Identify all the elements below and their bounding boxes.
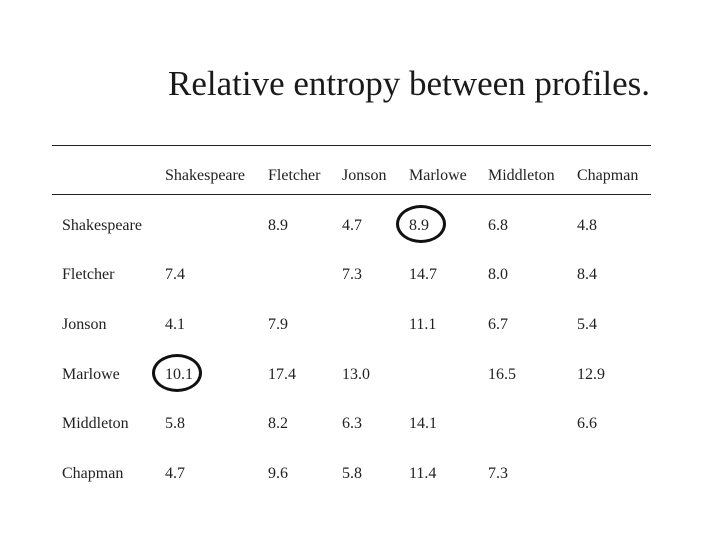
slide-title: Relative entropy between profiles. <box>168 64 651 103</box>
row-header: Fletcher <box>62 266 115 283</box>
highlight-circle <box>152 354 202 392</box>
table-cell: 4.1 <box>165 316 185 333</box>
table-top-rule <box>52 145 651 146</box>
column-header: Marlowe <box>409 167 467 184</box>
table-cell: 7.9 <box>268 316 288 333</box>
table-cell: 5.8 <box>165 415 185 432</box>
highlight-circle <box>396 205 446 243</box>
table-cell: 9.6 <box>268 465 288 482</box>
table-cell: 13.0 <box>342 366 370 383</box>
table-cell: 4.8 <box>577 217 597 234</box>
row-header: Jonson <box>62 316 107 333</box>
table-cell: 8.0 <box>488 266 508 283</box>
table-header-rule <box>52 194 651 195</box>
column-header: Chapman <box>577 167 639 184</box>
table-cell: 11.1 <box>409 316 437 333</box>
table-cell: 12.9 <box>577 366 605 383</box>
column-header: Fletcher <box>268 167 321 184</box>
column-header: Shakespeare <box>165 167 245 184</box>
table-cell: 16.5 <box>488 366 516 383</box>
table-cell: 14.7 <box>409 266 437 283</box>
table-cell: 5.4 <box>577 316 597 333</box>
table-cell: 8.2 <box>268 415 288 432</box>
row-header: Shakespeare <box>62 217 142 234</box>
table-cell: 6.7 <box>488 316 508 333</box>
table-cell: 4.7 <box>165 465 185 482</box>
table-cell: 6.6 <box>577 415 597 432</box>
table-cell: 7.3 <box>488 465 508 482</box>
table-cell: 7.4 <box>165 266 185 283</box>
table-cell: 6.3 <box>342 415 362 432</box>
table-cell: 11.4 <box>409 465 437 482</box>
table-cell: 6.8 <box>488 217 508 234</box>
row-header: Chapman <box>62 465 124 482</box>
row-header: Middleton <box>62 415 129 432</box>
table-cell: 8.9 <box>268 217 288 234</box>
table-cell: 4.7 <box>342 217 362 234</box>
column-header: Middleton <box>488 167 555 184</box>
table-cell: 17.4 <box>268 366 296 383</box>
table-cell: 5.8 <box>342 465 362 482</box>
column-header: Jonson <box>342 167 387 184</box>
table-cell: 8.4 <box>577 266 597 283</box>
table-cell: 7.3 <box>342 266 362 283</box>
table-cell: 14.1 <box>409 415 437 432</box>
row-header: Marlowe <box>62 366 120 383</box>
